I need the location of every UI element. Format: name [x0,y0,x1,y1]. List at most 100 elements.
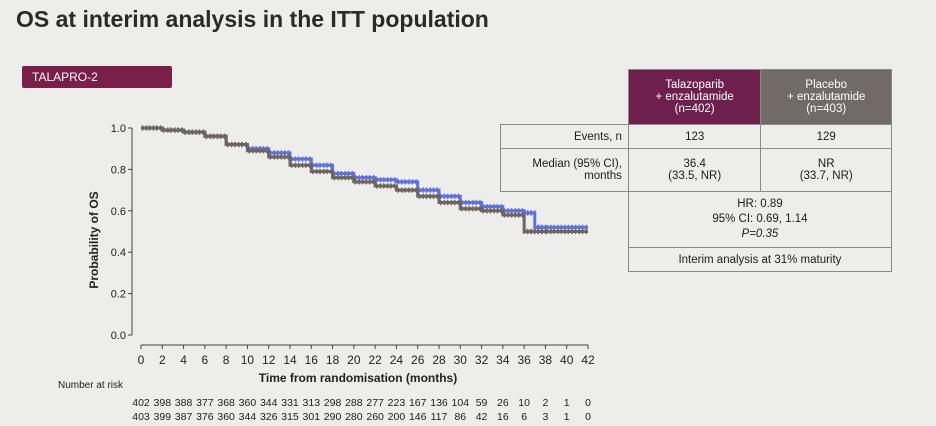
x-tick-label: 30 [454,353,468,367]
arm1-header: Talazoparib + enzalutamide (n=402) [627,69,762,125]
risk-value: 313 [302,397,321,409]
censor-mark [468,205,474,212]
censor-mark [425,187,432,194]
chart-axes: 0.00.20.40.60.81.00 2 4 6 8 10 12 14 16 18 20 22 24 2… [87,123,595,385]
censor-mark [581,228,588,235]
median-arm2: NR (33.7, NR) [760,148,892,192]
risk-value: 0 [585,397,591,409]
x-tick-label: 20 [347,353,361,367]
risk-value: 104 [451,397,470,409]
x-tick-label: 24 [390,353,404,367]
x-tick-label: 4 [180,353,187,367]
censor-mark [297,156,304,162]
censor-mark [226,141,233,148]
censor-mark [297,162,304,169]
risk-value: 326 [259,411,278,423]
x-tick-label: 8 [223,353,230,367]
x-tick-label: 40 [560,353,574,367]
censor-mark [574,228,581,235]
risk-value: 59 [475,397,488,409]
hr-cell: HR: 0.89 95% CI: 0.69, 1.14 P=0.35 [627,191,893,248]
x-tick-label: 2 [159,353,166,367]
arm1-header-line3: (n=402) [674,103,715,115]
censor-mark [560,228,567,235]
censor-mark [347,174,354,181]
events-arm1: 123 [627,124,762,149]
median-arm1-ci: (33.5, NR) [668,170,722,182]
censor-mark [276,154,283,160]
censor-mark [425,193,432,200]
page-title: OS at interim analysis in the ITT popula… [16,6,489,32]
censor-mark [354,178,361,185]
median-label: Median (95% CI), months [500,148,629,192]
x-tick-label: 36 [517,353,531,367]
censor-mark [233,141,240,148]
risk-value: 387 [174,411,193,423]
risk-value: 1 [563,397,570,409]
censor-mark [155,125,162,131]
median-label-line2: months [584,170,622,182]
censor-mark [432,187,439,194]
x-tick-label: 22 [368,353,382,367]
censor-mark [326,168,332,175]
censor-mark [411,187,418,194]
risk-value: 42 [475,411,488,423]
censor-mark [397,178,403,185]
censor-mark [439,193,446,200]
study-badge: TALAPRO-2 [22,66,172,88]
risk-value: 368 [217,397,235,409]
censor-mark [404,187,410,194]
risk-value: 388 [174,397,193,409]
censor-mark [489,207,496,214]
censor-mark [148,125,155,131]
censor-mark [503,212,510,218]
risk-value: 377 [196,397,214,409]
x-tick-label: 18 [326,353,340,367]
risk-value: 200 [387,411,406,423]
censor-mark [368,178,375,185]
censor-mark [184,129,191,136]
censor-mark [333,174,340,181]
risk-value: 223 [387,397,406,409]
censor-mark [141,125,148,131]
censor-mark [319,168,325,175]
censor-mark [475,199,481,206]
censor-mark [162,127,169,133]
median-arm1-value: 36.4 [683,158,706,170]
events-arm2: 129 [760,124,892,149]
censor-mark [446,193,453,200]
x-tick-label: 34 [496,353,510,367]
censor-mark [418,187,425,194]
censor-mark [198,129,205,136]
risk-value: 399 [153,411,172,423]
censor-mark [219,133,226,140]
risk-value: 360 [238,397,257,409]
censor-mark [453,193,460,200]
censor-mark [304,156,311,162]
median-arm2-ci: (33.7, NR) [799,170,853,182]
risk-value: 301 [302,411,321,423]
x-tick-label: 32 [475,353,489,367]
risk-value: 290 [323,411,342,423]
censor-mark [170,127,176,133]
y-tick-label: 0.8 [111,164,126,176]
p-value: P=0.35 [741,228,779,240]
censor-mark [290,156,297,162]
x-tick-label: 16 [305,353,319,367]
censor-mark [418,193,425,200]
censor-mark [283,154,290,160]
censor-mark [475,205,481,212]
risk-value: 331 [281,397,299,409]
chart-curves [141,125,588,235]
x-tick-label: 38 [539,353,553,367]
risk-value: 26 [497,397,509,409]
y-tick-label: 1.0 [111,123,126,135]
arm2-header-line1: Placebo [805,79,847,91]
censor-mark [453,199,460,206]
risk-value: 344 [238,411,257,423]
censor-mark [496,207,503,214]
censor-mark [468,199,474,206]
median-arm1: 36.4 (33.5, NR) [627,148,762,192]
arm2-header-line3: (n=403) [806,103,847,115]
censor-mark [212,133,219,140]
